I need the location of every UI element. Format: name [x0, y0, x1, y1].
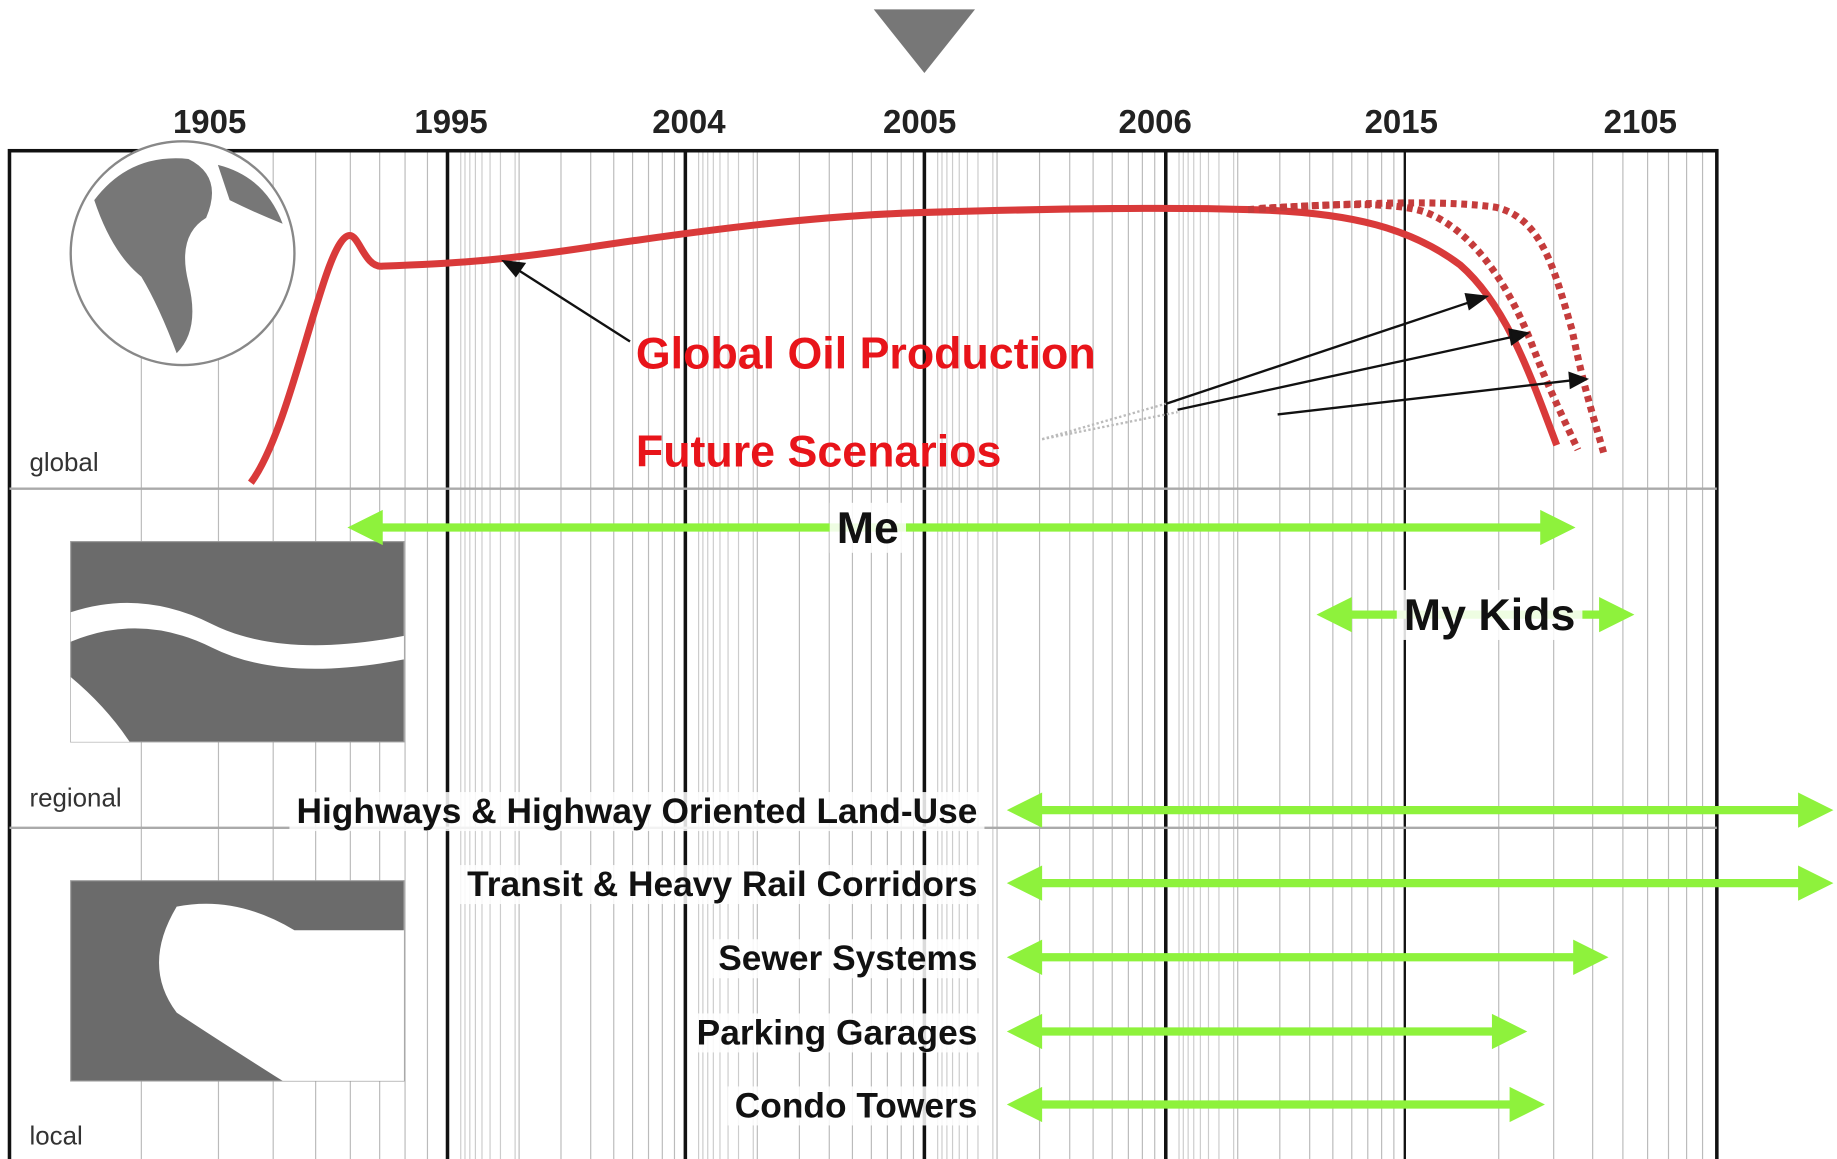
arrow-head [1509, 1086, 1545, 1123]
arrow-head [1006, 1086, 1043, 1123]
label-backdrop [1396, 589, 1583, 640]
grid [140, 150, 1704, 1159]
lifespan-label: My Kids [1404, 590, 1576, 640]
scenario-curve [1247, 201, 1582, 452]
panel-label: global [29, 449, 98, 477]
arrow-head [1573, 939, 1609, 975]
year-label: 1905 [173, 103, 246, 140]
frame [7, 148, 1719, 1159]
panel-label: regional [29, 785, 121, 813]
year-label: 1995 [414, 103, 487, 140]
scenarios-label: Future Scenarios [636, 426, 1001, 476]
scenario-curve [1259, 199, 1608, 455]
label-backdrop [289, 792, 985, 832]
arrow-head [1316, 596, 1352, 633]
arrow-head [1006, 939, 1043, 975]
label-backdrop [829, 502, 907, 553]
panel-label: local [29, 1123, 82, 1151]
arrow-head [1006, 1013, 1043, 1050]
year-label: 2105 [1604, 103, 1677, 140]
oil-label: Global Oil Production [636, 329, 1096, 379]
year-label: 2005 [883, 103, 956, 140]
arrow-head [1798, 792, 1834, 828]
infrastructure-label: Sewer Systems [718, 939, 977, 978]
year-label: 2006 [1119, 103, 1192, 140]
arrow-head [1006, 792, 1043, 828]
arrow-head [1006, 865, 1043, 901]
lifespan-label: Me [837, 503, 899, 553]
arrow-head [1599, 596, 1635, 633]
infrastructure-label: Highways & Highway Oriented Land-Use [296, 792, 977, 831]
lifespan-arrows [347, 509, 1834, 1123]
year-label: 2015 [1365, 103, 1438, 140]
label-backdrop [711, 939, 985, 979]
local-map [70, 880, 405, 1082]
arrow-head [1491, 1013, 1528, 1050]
label-backdrop [727, 1086, 985, 1126]
arrow-head [1540, 509, 1576, 546]
oil-curve [248, 204, 1561, 485]
infrastructure-label: Transit & Heavy Rail Corridors [467, 865, 977, 904]
pointers [501, 259, 1590, 441]
label-backdrop [689, 1013, 985, 1053]
globe [69, 140, 296, 367]
infrastructure-label: Parking Garages [697, 1013, 978, 1052]
oil-curves [248, 199, 1608, 485]
year-label: 2004 [652, 103, 726, 140]
regional-map [70, 541, 405, 743]
arrow-head [1798, 865, 1834, 901]
arrow-head [347, 509, 383, 546]
now-marker [873, 9, 976, 74]
label-backdrop [460, 865, 985, 905]
infrastructure-label: Condo Towers [735, 1086, 978, 1125]
